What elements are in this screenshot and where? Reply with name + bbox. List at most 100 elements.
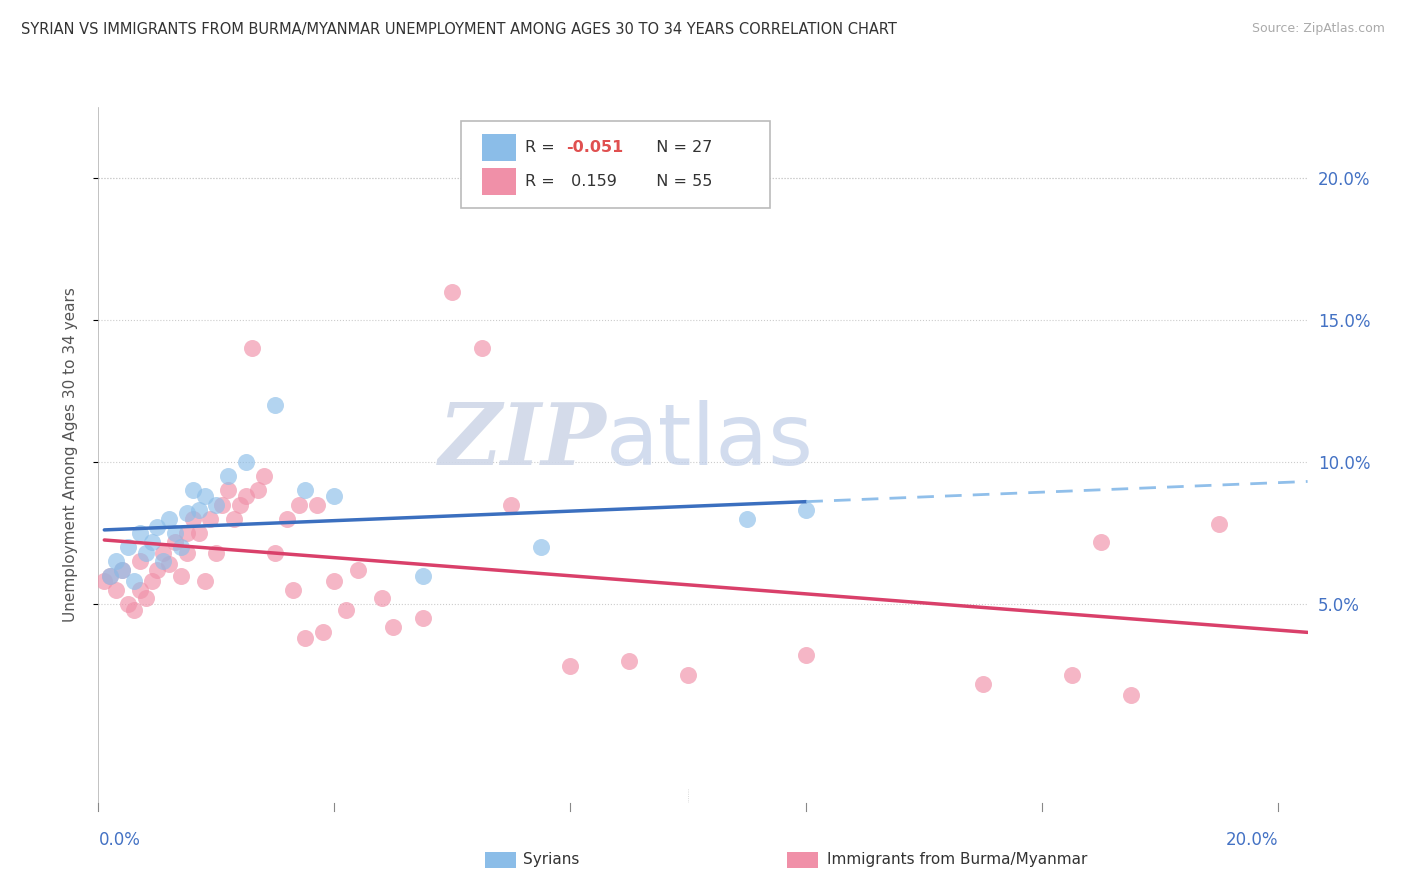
Point — [294, 631, 316, 645]
Point — [157, 558, 180, 572]
Point — [211, 498, 233, 512]
Point — [117, 540, 139, 554]
Point — [246, 483, 269, 498]
Point — [141, 574, 163, 589]
Point — [382, 620, 405, 634]
Point — [235, 455, 257, 469]
Point — [98, 568, 121, 582]
Point — [122, 603, 145, 617]
Point — [187, 526, 209, 541]
Text: R =: R = — [526, 174, 560, 189]
Point — [187, 503, 209, 517]
Text: 0.0%: 0.0% — [98, 831, 141, 849]
FancyBboxPatch shape — [482, 169, 516, 194]
Point — [152, 546, 174, 560]
Point — [165, 526, 187, 541]
Point — [305, 498, 328, 512]
Point — [276, 512, 298, 526]
Point — [235, 489, 257, 503]
Point — [1090, 534, 1112, 549]
Point — [93, 574, 115, 589]
Point — [412, 611, 434, 625]
Point — [105, 554, 128, 568]
Point — [181, 483, 204, 498]
Point — [217, 469, 239, 483]
Point — [141, 534, 163, 549]
Point — [122, 574, 145, 589]
Point — [146, 563, 169, 577]
Point — [412, 568, 434, 582]
Point — [323, 574, 346, 589]
Point — [335, 603, 357, 617]
Point — [117, 597, 139, 611]
Text: R =: R = — [526, 140, 560, 155]
Point — [501, 498, 523, 512]
Point — [111, 563, 134, 577]
Text: 20.0%: 20.0% — [1226, 831, 1278, 849]
Y-axis label: Unemployment Among Ages 30 to 34 years: Unemployment Among Ages 30 to 34 years — [63, 287, 77, 623]
Point — [281, 582, 304, 597]
Point — [176, 526, 198, 541]
Text: Immigrants from Burma/Myanmar: Immigrants from Burma/Myanmar — [827, 853, 1087, 867]
Point — [294, 483, 316, 498]
Point — [264, 546, 287, 560]
Point — [217, 483, 239, 498]
Point — [98, 568, 121, 582]
Text: ZIP: ZIP — [439, 400, 606, 483]
Point — [1208, 517, 1230, 532]
Point — [200, 512, 222, 526]
Point — [194, 489, 217, 503]
Text: N = 55: N = 55 — [647, 174, 713, 189]
Point — [222, 512, 245, 526]
Point — [1060, 668, 1083, 682]
Point — [128, 554, 150, 568]
Point — [619, 654, 641, 668]
Point — [157, 512, 180, 526]
Point — [370, 591, 392, 606]
Point — [678, 668, 700, 682]
Point — [194, 574, 217, 589]
Point — [288, 498, 311, 512]
Point — [170, 568, 193, 582]
Point — [135, 591, 157, 606]
Text: atlas: atlas — [606, 400, 814, 483]
Point — [323, 489, 346, 503]
Point — [972, 676, 994, 690]
Point — [128, 582, 150, 597]
Point — [128, 526, 150, 541]
Text: SYRIAN VS IMMIGRANTS FROM BURMA/MYANMAR UNEMPLOYMENT AMONG AGES 30 TO 34 YEARS C: SYRIAN VS IMMIGRANTS FROM BURMA/MYANMAR … — [21, 22, 897, 37]
Point — [560, 659, 582, 673]
Point — [176, 506, 198, 520]
Point — [165, 534, 187, 549]
Point — [471, 342, 494, 356]
Point — [146, 520, 169, 534]
Point — [135, 546, 157, 560]
FancyBboxPatch shape — [461, 121, 769, 208]
FancyBboxPatch shape — [482, 134, 516, 161]
Text: Source: ZipAtlas.com: Source: ZipAtlas.com — [1251, 22, 1385, 36]
Point — [105, 582, 128, 597]
Point — [347, 563, 370, 577]
Point — [530, 540, 553, 554]
Point — [170, 540, 193, 554]
Point — [1119, 688, 1142, 702]
Point — [240, 342, 263, 356]
Point — [311, 625, 333, 640]
Point — [264, 398, 287, 412]
Point — [111, 563, 134, 577]
Text: 0.159: 0.159 — [567, 174, 617, 189]
Point — [794, 503, 817, 517]
Point — [152, 554, 174, 568]
Point — [794, 648, 817, 662]
Point — [441, 285, 464, 299]
Point — [252, 469, 274, 483]
Text: -0.051: -0.051 — [567, 140, 624, 155]
Point — [205, 498, 228, 512]
Point — [735, 512, 758, 526]
Point — [205, 546, 228, 560]
Point — [176, 546, 198, 560]
Text: Syrians: Syrians — [523, 853, 579, 867]
Point — [229, 498, 252, 512]
Point — [181, 512, 204, 526]
Text: N = 27: N = 27 — [647, 140, 713, 155]
